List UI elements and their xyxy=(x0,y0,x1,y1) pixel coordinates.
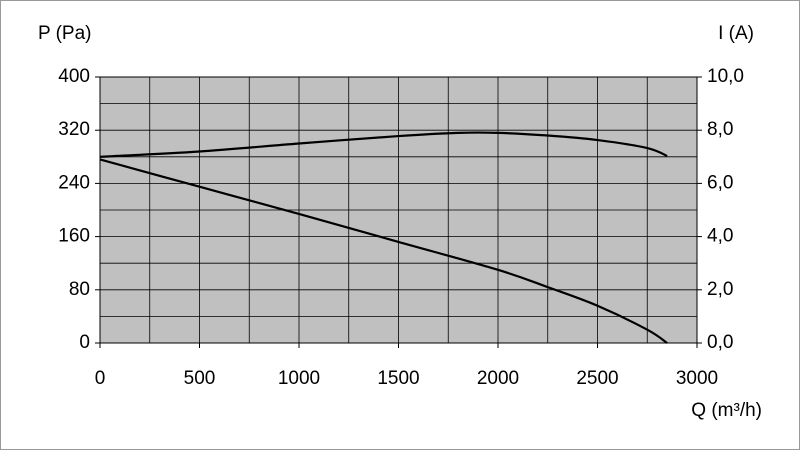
y-tick-label: 0 xyxy=(79,332,90,353)
y2-tick-label: 6,0 xyxy=(707,172,733,193)
y-tick-label: 400 xyxy=(58,66,90,87)
x-tick-label: 3000 xyxy=(676,368,718,389)
y-tick-label: 160 xyxy=(58,226,90,247)
line xyxy=(99,158,668,344)
y2-tick-label: 8,0 xyxy=(707,119,733,140)
x-tick-label: 0 xyxy=(95,368,106,389)
x-tick-label: 1500 xyxy=(377,368,419,389)
x-tick-label: 500 xyxy=(184,368,216,389)
x-tick-label: 2500 xyxy=(576,368,618,389)
y-tick-label: 320 xyxy=(58,119,90,140)
x-tick-label: 1000 xyxy=(278,368,320,389)
y2-tick-label: 10,0 xyxy=(707,66,744,87)
y2-axis-title: I (A) xyxy=(718,23,754,44)
x-tick-label: 2000 xyxy=(477,368,519,389)
y-tick-label: 80 xyxy=(69,279,90,300)
y2-tick-label: 0,0 xyxy=(707,332,733,353)
x-axis-title: Q (m³/h) xyxy=(691,400,762,421)
y-axis-title: P (Pa) xyxy=(38,23,92,44)
y2-tick-label: 2,0 xyxy=(707,279,733,300)
y2-tick-label: 4,0 xyxy=(707,226,733,247)
line xyxy=(99,131,668,158)
y-tick-label: 240 xyxy=(58,172,90,193)
